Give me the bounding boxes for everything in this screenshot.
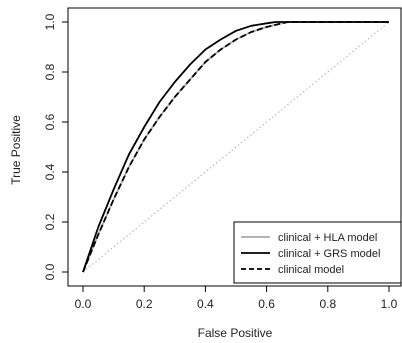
x-tick-label: 0.4 bbox=[197, 297, 214, 311]
x-tick-label: 0.2 bbox=[136, 297, 153, 311]
x-tick-label: 0.8 bbox=[319, 297, 336, 311]
y-axis-title: True Positive bbox=[9, 115, 23, 185]
x-tick-label: 1.0 bbox=[381, 297, 398, 311]
y-tick-label: 0.8 bbox=[43, 63, 57, 80]
x-axis-title: False Positive bbox=[198, 326, 273, 340]
legend-label: clinical model bbox=[278, 264, 344, 276]
plot-frame bbox=[67, 7, 402, 287]
legend-label: clinical + GRS model bbox=[278, 248, 380, 260]
y-tick-label: 0.6 bbox=[43, 113, 57, 130]
y-tick-label: 0.4 bbox=[43, 163, 57, 180]
x-tick-label: 0.6 bbox=[258, 297, 275, 311]
series-line-3 bbox=[82, 21, 389, 273]
y-tick-label: 1.0 bbox=[43, 13, 57, 30]
x-tick-label: 0.0 bbox=[75, 297, 92, 311]
legend-label: clinical + HLA model bbox=[278, 232, 377, 244]
y-tick-label: 0.0 bbox=[43, 263, 57, 280]
plot-area bbox=[82, 21, 390, 273]
reference-diagonal bbox=[82, 21, 390, 273]
axes: 0.0 0.2 0.4 0.6 0.8 1.0 0.0 0.2 0.4 0.6 0.8 1.0 bbox=[43, 7, 402, 311]
legend: clinical + HLA model clinical + GRS model… bbox=[233, 221, 402, 284]
y-tick-label: 0.2 bbox=[43, 213, 57, 230]
